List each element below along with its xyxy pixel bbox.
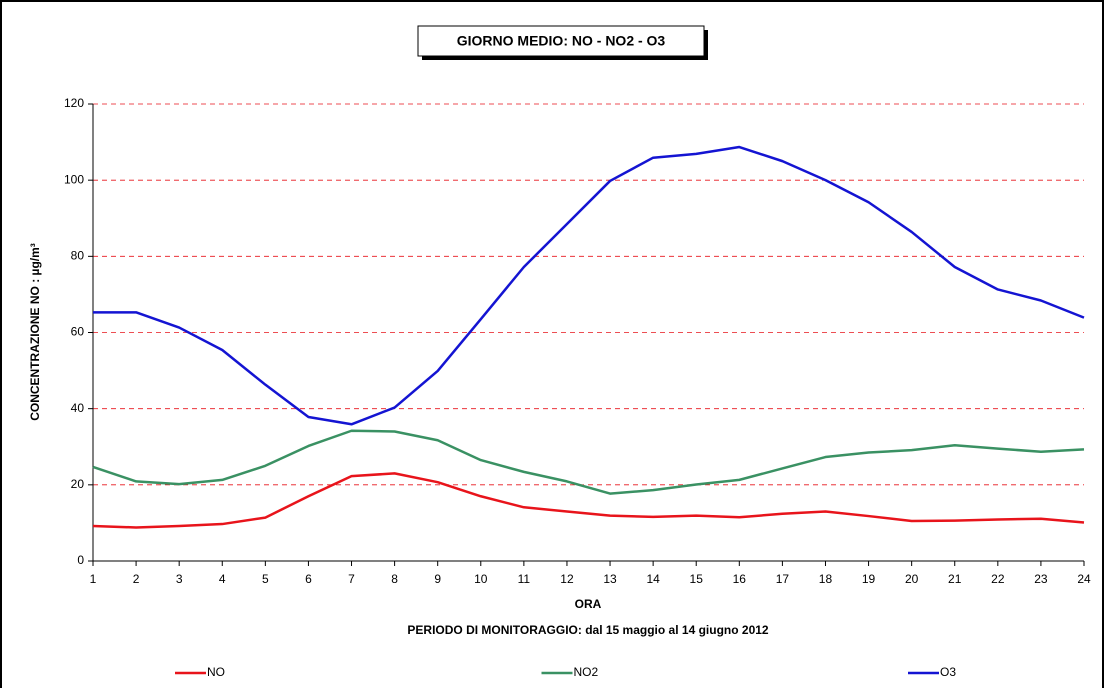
x-tick-label: 14 (646, 572, 660, 586)
y-axis-label: CONCENTRAZIONE NO : µg/m³ (28, 243, 42, 421)
legend-label: NO2 (574, 665, 599, 679)
x-tick-label: 17 (776, 572, 790, 586)
chart-title: GIORNO MEDIO: NO - NO2 - O3 (457, 33, 666, 49)
x-tick-label: 6 (305, 572, 312, 586)
x-tick-label: 10 (474, 572, 488, 586)
y-tick-label: 20 (71, 477, 85, 491)
x-tick-label: 8 (391, 572, 398, 586)
chart-subtitle: PERIODO DI MONITORAGGIO: dal 15 maggio a… (407, 623, 769, 637)
x-tick-label: 1 (90, 572, 97, 586)
x-tick-label: 2 (133, 572, 140, 586)
x-tick-label: 23 (1034, 572, 1048, 586)
x-tick-label: 3 (176, 572, 183, 586)
line-series (92, 472, 1085, 529)
y-tick-label: 100 (64, 172, 84, 186)
x-tick-label: 15 (690, 572, 704, 586)
x-tick-label: 7 (348, 572, 355, 586)
x-tick-label: 18 (819, 572, 833, 586)
x-tick-label: 21 (948, 572, 962, 586)
legend-label: O3 (940, 665, 956, 679)
x-tick-label: 5 (262, 572, 269, 586)
x-tick-label: 11 (518, 572, 531, 586)
x-tick-label: 13 (603, 572, 617, 586)
title-box (417, 25, 705, 57)
x-tick-label: 12 (560, 572, 574, 586)
x-axis-label: ORA (575, 597, 602, 611)
line-series (92, 429, 1085, 495)
line-series (93, 145, 1085, 426)
x-tick-label: 19 (862, 572, 876, 586)
y-tick-label: 60 (71, 325, 85, 339)
x-tick-label: 4 (219, 572, 226, 586)
y-tick-label: 120 (64, 96, 84, 110)
x-tick-label: 24 (1077, 572, 1091, 586)
y-tick-label: 80 (71, 249, 85, 263)
x-tick-label: 9 (434, 572, 441, 586)
x-tick-label: 20 (905, 572, 919, 586)
y-tick-label: 40 (71, 401, 85, 415)
legend-label: NO (207, 665, 225, 679)
y-tick-label: 0 (77, 553, 84, 567)
x-tick-label: 16 (733, 572, 747, 586)
x-tick-label: 22 (991, 572, 1005, 586)
